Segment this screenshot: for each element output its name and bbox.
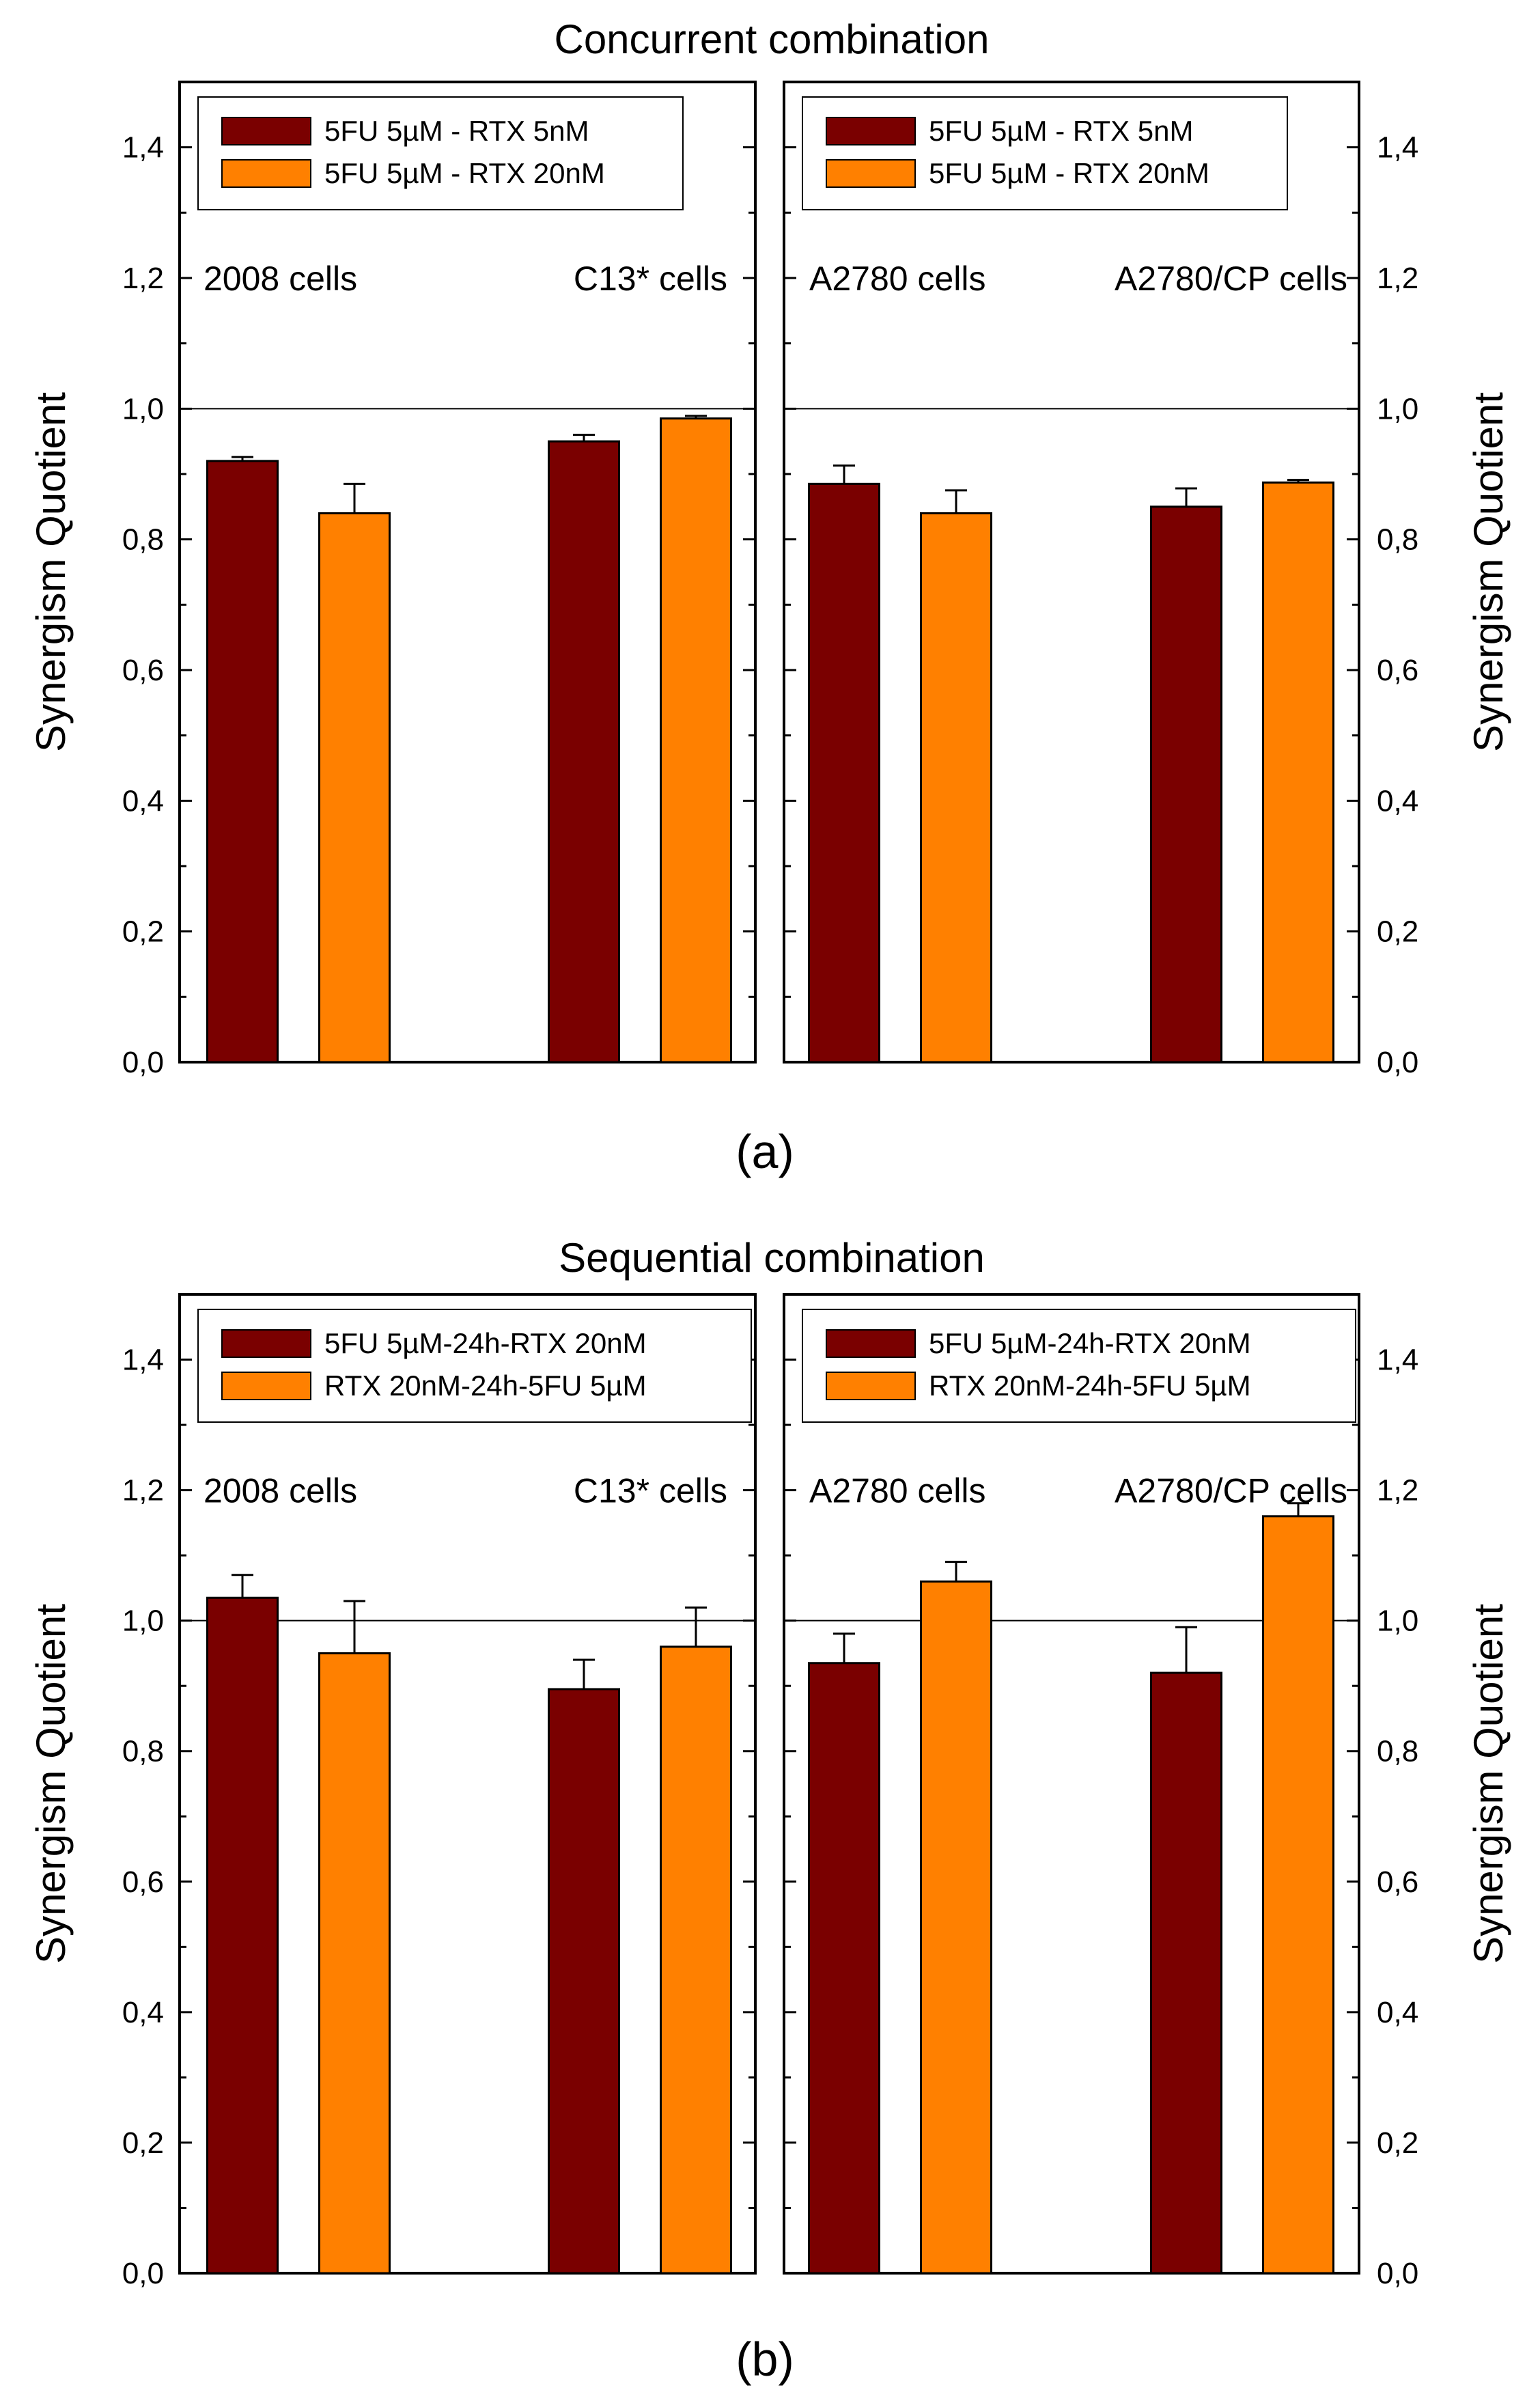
- legend-box: [802, 1309, 1356, 1423]
- y-tick-label: 0,8: [1377, 523, 1418, 557]
- bar: [548, 1688, 620, 2275]
- legend-swatch: [221, 1372, 311, 1400]
- plot-frame-right: [783, 1293, 1360, 2275]
- bar: [920, 512, 992, 1064]
- cell-label: A2780/CP cells: [1115, 1472, 1347, 1510]
- y-tick-label: 0,2: [1377, 915, 1418, 949]
- y-tick-label: 0,2: [1377, 2126, 1418, 2160]
- bar: [1150, 1671, 1222, 2275]
- legend-label: 5FU 5µM - RTX 20nM: [324, 157, 605, 189]
- plot-frame-right: [783, 81, 1360, 1064]
- bar: [660, 1645, 732, 2275]
- bar: [318, 512, 391, 1064]
- cell-label: 2008 cells: [204, 260, 357, 298]
- y-tick-label: 1,0: [1377, 392, 1418, 426]
- legend-box: [197, 1309, 752, 1423]
- y-tick-label: 0,8: [1377, 1735, 1418, 1768]
- y-tick-label: 0,6: [1377, 654, 1418, 687]
- y-tick-label: 1,4: [122, 131, 164, 165]
- y-tick-label: 0,2: [122, 915, 164, 949]
- bar: [808, 1662, 880, 2275]
- legend-label: 5FU 5µM-24h-RTX 20nM: [324, 1327, 647, 1359]
- y-tick-label: 1,4: [1377, 131, 1418, 165]
- y-axis-label-right: Synergism Quotient: [1466, 392, 1511, 752]
- cell-label: A2780/CP cells: [1115, 260, 1347, 298]
- y-axis-label: Synergism Quotient: [28, 1604, 74, 1964]
- subfigure-label: (a): [736, 1125, 794, 1178]
- cell-label: 2008 cells: [204, 1472, 357, 1510]
- cell-label: A2780 cells: [809, 1472, 986, 1510]
- y-tick-label: 0,4: [122, 1996, 164, 2029]
- legend-box: [802, 96, 1288, 210]
- y-tick-label: 0,8: [122, 523, 164, 557]
- y-tick-label: 0,0: [1377, 1046, 1418, 1079]
- y-tick-label: 0,6: [1377, 1865, 1418, 1899]
- cell-label: A2780 cells: [809, 260, 986, 298]
- legend-swatch: [826, 1372, 916, 1400]
- legend-label: 5FU 5µM-24h-RTX 20nM: [929, 1327, 1251, 1359]
- y-tick-label: 0,6: [122, 654, 164, 687]
- bar: [1150, 505, 1222, 1064]
- legend-label: RTX 20nM-24h-5FU 5µM: [324, 1370, 647, 1402]
- y-tick-label: 0,0: [1377, 2257, 1418, 2290]
- bar: [318, 1652, 391, 2275]
- bar: [548, 440, 620, 1064]
- bar: [808, 482, 880, 1064]
- legend-label: RTX 20nM-24h-5FU 5µM: [929, 1370, 1251, 1402]
- y-tick-label: 0,4: [1377, 1996, 1418, 2029]
- legend-swatch: [826, 117, 916, 145]
- y-tick-label: 0,8: [122, 1735, 164, 1768]
- legend-swatch: [221, 1329, 311, 1358]
- y-tick-label: 1,0: [1377, 1604, 1418, 1638]
- chart-title: Sequential combination: [559, 1235, 985, 1281]
- y-tick-label: 0,4: [1377, 784, 1418, 818]
- bar: [206, 1596, 279, 2275]
- y-tick-label: 1,0: [122, 392, 164, 426]
- bar: [920, 1580, 992, 2275]
- y-tick-label: 1,2: [122, 1474, 164, 1507]
- legend-label: 5FU 5µM - RTX 5nM: [324, 115, 589, 147]
- chart-title: Concurrent combination: [554, 16, 989, 62]
- y-tick-label: 0,2: [122, 2126, 164, 2160]
- y-axis-label-right: Synergism Quotient: [1466, 1604, 1511, 1964]
- y-tick-label: 1,2: [1377, 262, 1418, 295]
- subfigure-label: (b): [736, 2333, 794, 2386]
- y-tick-label: 1,2: [1377, 1474, 1418, 1507]
- bar: [660, 417, 732, 1064]
- legend-swatch: [221, 117, 311, 145]
- legend-label: 5FU 5µM - RTX 5nM: [929, 115, 1194, 147]
- plot-frame-left: [178, 1293, 757, 2275]
- legend-swatch: [221, 159, 311, 188]
- y-tick-label: 1,0: [122, 1604, 164, 1638]
- y-tick-label: 0,4: [122, 784, 164, 818]
- y-tick-label: 0,6: [122, 1865, 164, 1899]
- y-tick-label: 0,0: [122, 2257, 164, 2290]
- y-tick-label: 1,4: [122, 1344, 164, 1377]
- legend-swatch: [826, 159, 916, 188]
- y-tick-label: 1,2: [122, 262, 164, 295]
- y-tick-label: 1,4: [1377, 1344, 1418, 1377]
- bar: [206, 460, 279, 1064]
- legend-box: [197, 96, 684, 210]
- cell-label: C13* cells: [574, 260, 727, 298]
- legend-label: 5FU 5µM - RTX 20nM: [929, 157, 1209, 189]
- bar: [1262, 1515, 1334, 2275]
- y-tick-label: 0,0: [122, 1046, 164, 1079]
- plot-frame-left: [178, 81, 757, 1064]
- legend-swatch: [826, 1329, 916, 1358]
- y-axis-label: Synergism Quotient: [28, 392, 74, 752]
- bar: [1262, 481, 1334, 1064]
- cell-label: C13* cells: [574, 1472, 727, 1510]
